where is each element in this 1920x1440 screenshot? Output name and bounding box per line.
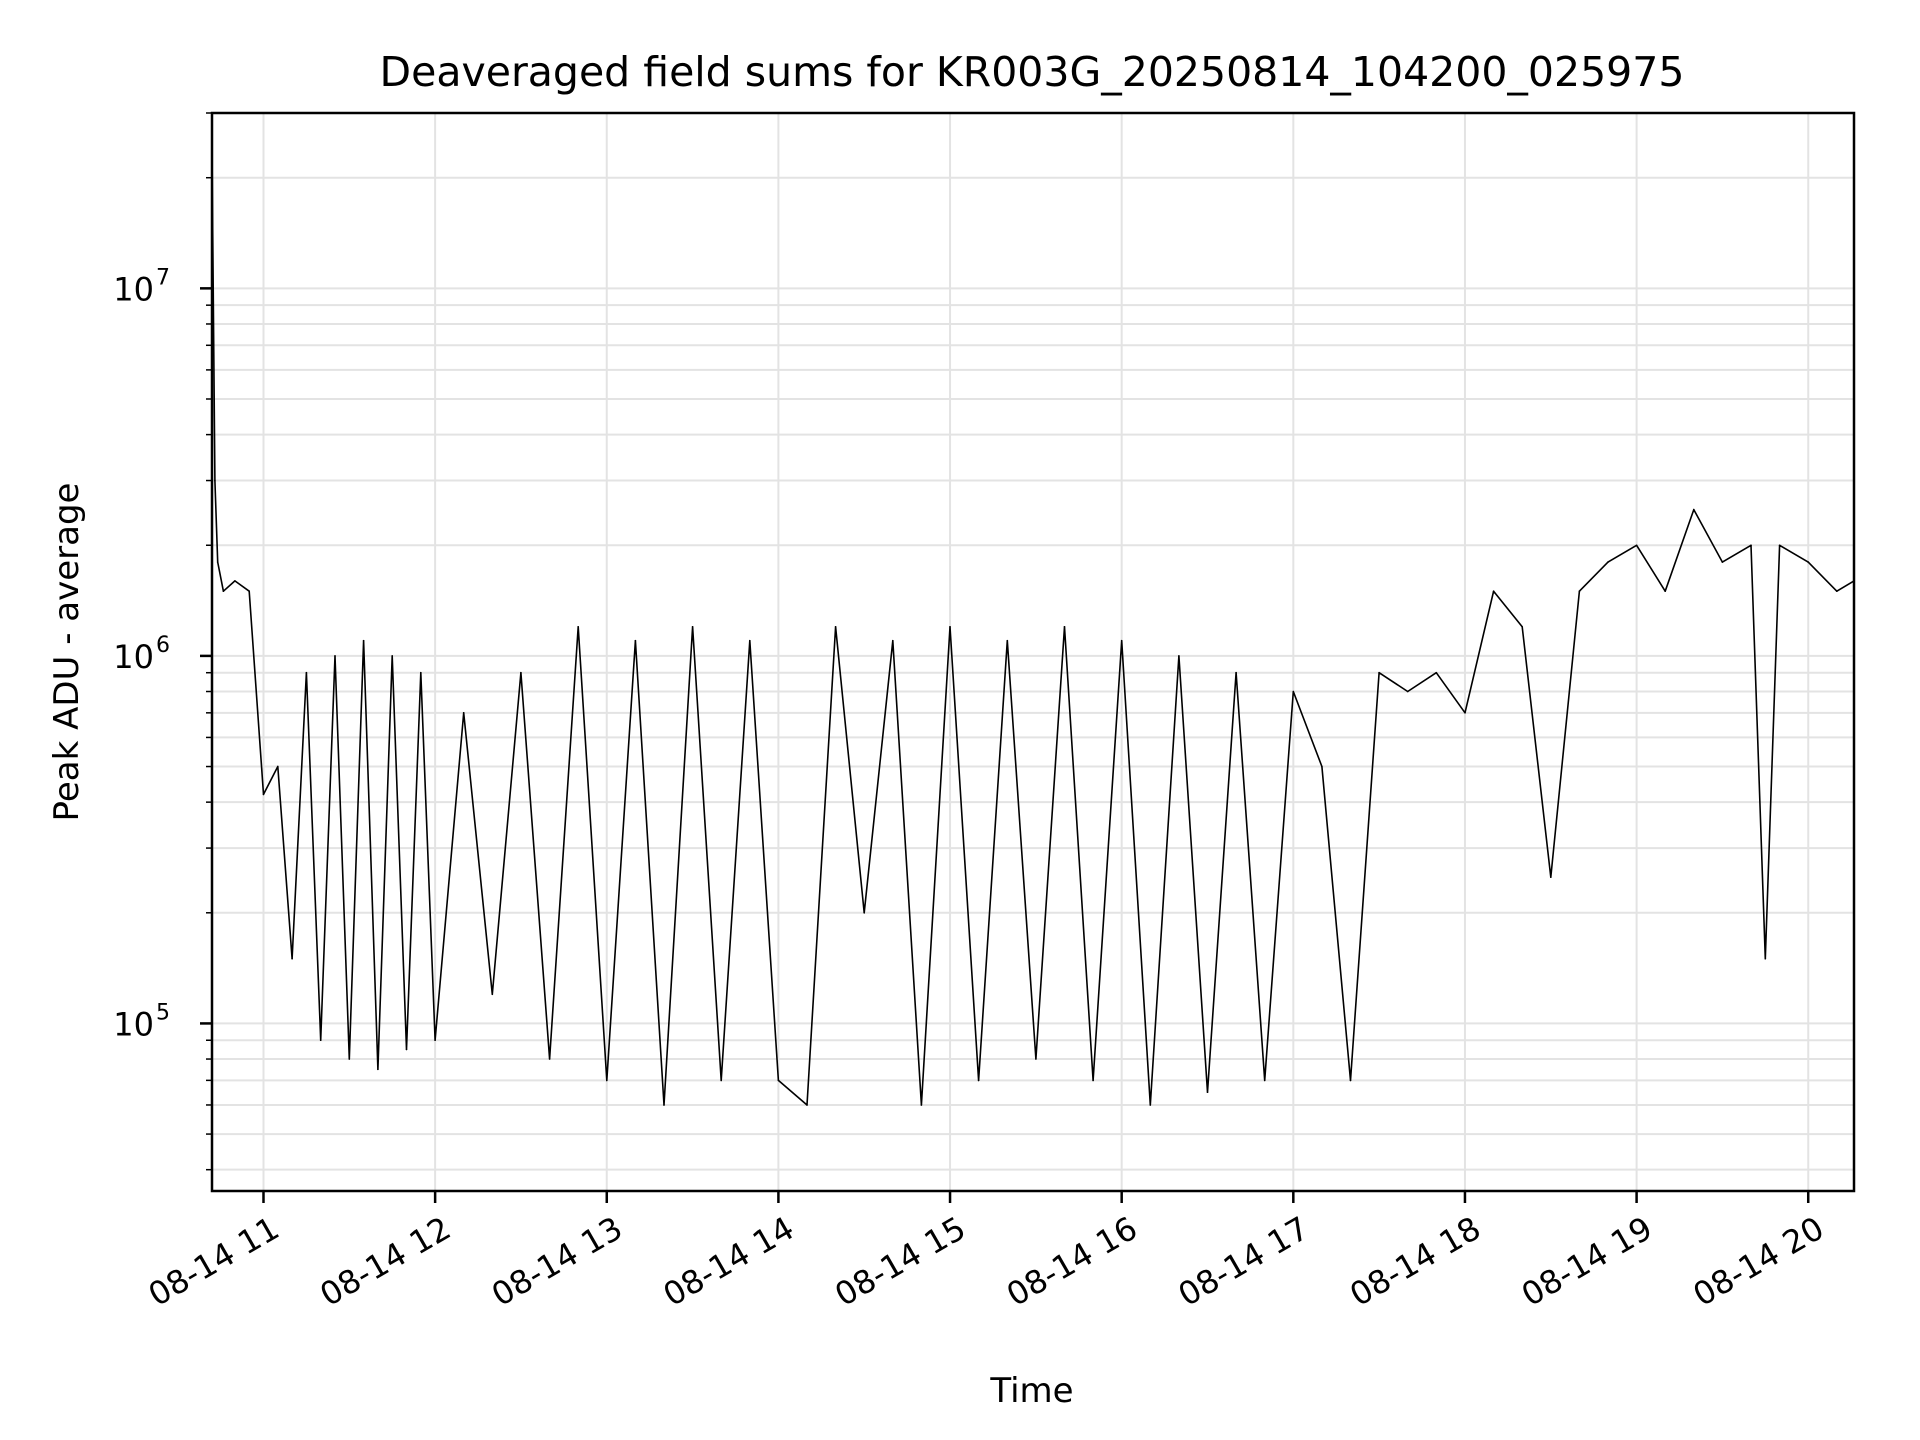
data-point bbox=[305, 671, 308, 674]
data-point bbox=[920, 1104, 923, 1106]
data-point bbox=[1693, 508, 1695, 511]
data-point bbox=[892, 639, 894, 642]
data-point bbox=[1635, 544, 1638, 547]
data-point bbox=[1206, 1091, 1209, 1093]
data-point bbox=[1120, 639, 1123, 642]
data-point bbox=[663, 1104, 665, 1106]
data-point bbox=[462, 712, 465, 714]
y-tick-label: 106 bbox=[113, 633, 170, 676]
data-point bbox=[262, 793, 265, 796]
data-point bbox=[548, 1058, 551, 1060]
y-tick-base: 10 bbox=[113, 270, 154, 308]
plot-frame bbox=[210, 111, 1856, 1193]
data-point bbox=[1836, 590, 1838, 592]
data-point bbox=[291, 957, 293, 960]
data-point bbox=[391, 655, 394, 657]
data-point bbox=[1406, 690, 1409, 693]
data-point bbox=[1092, 1079, 1094, 1082]
data-point bbox=[277, 765, 279, 768]
data-point bbox=[577, 626, 579, 628]
data-point bbox=[334, 655, 336, 657]
data-point bbox=[1578, 590, 1581, 592]
data-point bbox=[1035, 1058, 1037, 1060]
data-point bbox=[434, 1039, 436, 1041]
data-point bbox=[1263, 1079, 1266, 1082]
data-point bbox=[491, 993, 494, 996]
y-tick-exponent: 6 bbox=[156, 633, 170, 658]
data-point bbox=[348, 1058, 351, 1060]
data-point bbox=[1807, 561, 1809, 563]
data-point bbox=[1607, 561, 1609, 563]
y-axis-label: Peak ADU - average bbox=[47, 483, 87, 822]
data-point bbox=[222, 590, 225, 592]
data-point bbox=[1435, 671, 1438, 674]
data-point bbox=[806, 1104, 808, 1106]
data-point bbox=[1292, 690, 1295, 693]
y-tick-base: 10 bbox=[113, 638, 154, 676]
data-point bbox=[720, 1079, 722, 1082]
data-point bbox=[1764, 957, 1767, 960]
data-point bbox=[1492, 590, 1495, 592]
data-point bbox=[1006, 639, 1009, 642]
series-line bbox=[211, 148, 1855, 1106]
data-point bbox=[377, 1068, 379, 1071]
data-point bbox=[1235, 671, 1237, 674]
data-point bbox=[362, 639, 365, 642]
data-point bbox=[949, 626, 951, 628]
y-tick-exponent: 5 bbox=[156, 1000, 170, 1025]
data-point bbox=[1550, 876, 1552, 878]
data-point bbox=[634, 639, 637, 642]
data-point bbox=[834, 626, 837, 628]
data-point bbox=[214, 479, 216, 482]
y-tick-base: 10 bbox=[113, 1005, 154, 1043]
data-point bbox=[405, 1048, 408, 1051]
data-point bbox=[1721, 561, 1724, 563]
data-point bbox=[1149, 1104, 1152, 1106]
chart-title: Deaveraged field sums for KR003G_2025081… bbox=[380, 48, 1685, 96]
x-axis-label: Time bbox=[989, 1371, 1073, 1411]
data-point bbox=[1750, 544, 1752, 547]
data-point bbox=[863, 912, 865, 914]
data-point bbox=[1349, 1079, 1352, 1082]
data-point bbox=[234, 580, 236, 582]
data-point bbox=[777, 1079, 780, 1082]
data-point bbox=[977, 1079, 980, 1082]
data-point bbox=[1521, 626, 1523, 628]
data-point bbox=[1321, 765, 1323, 768]
data-point bbox=[1063, 626, 1066, 628]
y-tick-label: 105 bbox=[113, 1000, 170, 1043]
data-point bbox=[606, 1079, 608, 1082]
data-point bbox=[749, 639, 751, 642]
grid bbox=[212, 112, 1854, 1191]
data-point bbox=[520, 671, 522, 674]
y-tick-exponent: 7 bbox=[156, 265, 170, 290]
data-point bbox=[420, 671, 422, 674]
data-point bbox=[1178, 655, 1180, 657]
data-point bbox=[691, 626, 694, 628]
data-point bbox=[1778, 544, 1781, 547]
data-point bbox=[1378, 671, 1380, 674]
data-point bbox=[216, 561, 219, 563]
series-layer bbox=[211, 147, 1855, 1106]
y-tick-label: 107 bbox=[113, 265, 170, 308]
data-point bbox=[248, 590, 250, 592]
data-point bbox=[319, 1039, 322, 1041]
data-point bbox=[1664, 590, 1666, 592]
data-point bbox=[1464, 712, 1466, 714]
